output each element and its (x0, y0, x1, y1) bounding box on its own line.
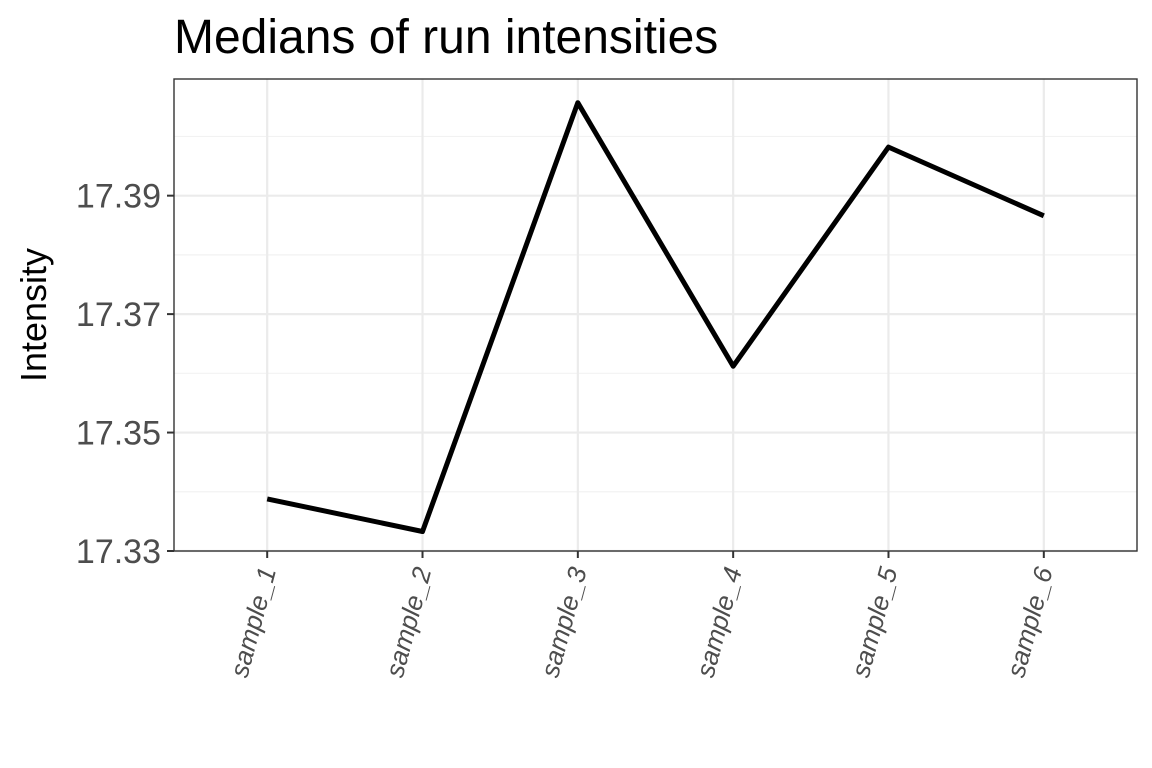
y-tick-label: 17.39 (76, 178, 161, 216)
x-axis: sample_1 sample_2 sample_3 sample_4 sample_5… (224, 551, 1059, 680)
y-tick-label: 17.37 (76, 296, 161, 334)
chart-title: Medians of run intensities (174, 11, 718, 64)
x-tick-label: sample_3 (534, 563, 592, 680)
y-axis-label: Intensity (13, 248, 54, 382)
x-tick-label: sample_5 (845, 563, 903, 680)
x-tick-label: sample_4 (690, 564, 748, 681)
series-line (266, 100, 1045, 534)
y-tick-label: 17.35 (76, 415, 161, 453)
grid (174, 79, 1137, 553)
series-layer (266, 100, 1045, 534)
y-axis: 17.33 17.35 17.37 17.39 (76, 178, 174, 571)
x-tick-label: sample_6 (1000, 563, 1058, 680)
y-tick-label: 17.33 (76, 533, 161, 571)
x-tick-label: sample_2 (379, 563, 437, 680)
x-tick-label: sample_1 (224, 564, 282, 681)
